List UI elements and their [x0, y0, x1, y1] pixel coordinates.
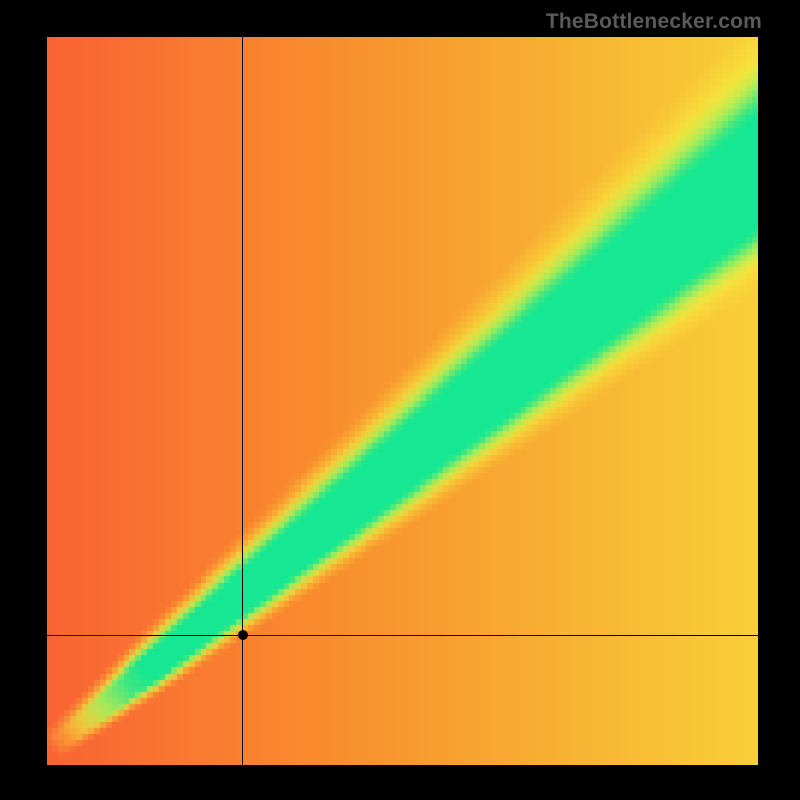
crosshair-horizontal: [47, 635, 758, 636]
crosshair-marker: [238, 630, 248, 640]
watermark-text: TheBottlenecker.com: [546, 10, 762, 34]
heatmap-canvas: [47, 37, 758, 765]
crosshair-vertical: [242, 37, 243, 765]
